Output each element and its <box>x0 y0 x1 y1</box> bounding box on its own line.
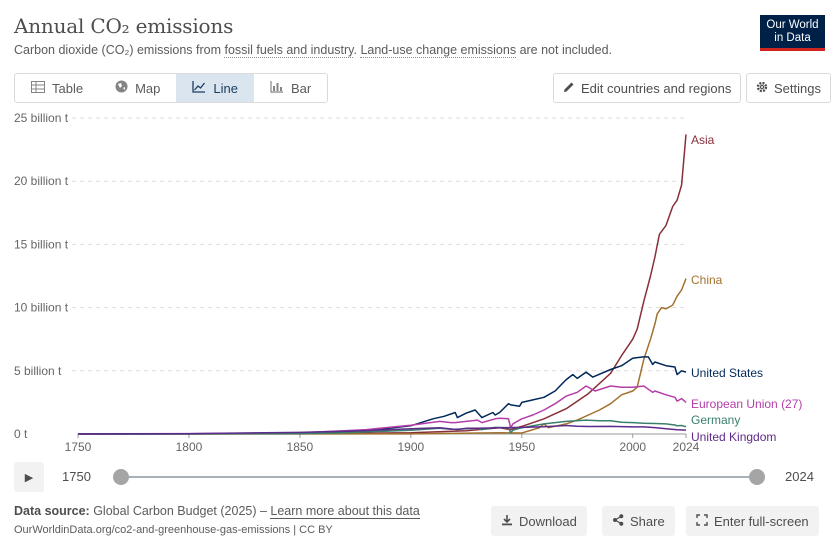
series-line[interactable] <box>77 278 687 435</box>
play-button[interactable]: ▶ <box>14 462 44 492</box>
learn-more-link[interactable]: Learn more about this data <box>270 504 420 519</box>
x-tick-label: 1800 <box>176 440 203 454</box>
series-label[interactable]: China <box>691 273 723 287</box>
download-icon <box>501 514 513 529</box>
subtitle-mid: . <box>353 43 361 57</box>
source-url[interactable]: OurWorldinData.org/co2-and-greenhouse-ga… <box>14 524 333 536</box>
y-tick-label: 20 billion t <box>14 174 69 188</box>
logo-line-1: Our World <box>766 19 819 31</box>
timeline-start-handle[interactable] <box>113 469 129 485</box>
series-line[interactable] <box>77 356 687 435</box>
tab-bar[interactable]: Bar <box>254 74 327 102</box>
series-label[interactable]: United States <box>691 366 763 380</box>
series-line[interactable] <box>77 134 687 435</box>
series-label[interactable]: Asia <box>691 133 715 147</box>
chart-subtitle: Carbon dioxide (CO₂) emissions from foss… <box>14 43 612 58</box>
series-line[interactable] <box>77 424 687 435</box>
land-use-link[interactable]: Land-use change emissions <box>360 43 517 58</box>
tab-map-label: Map <box>135 80 161 96</box>
share-icon <box>612 513 624 529</box>
series-labels: Asia China United States European Union (27… <box>691 133 802 444</box>
settings-label: Settings <box>774 80 821 96</box>
x-axis: 1750 1800 1850 1900 1950 2000 2024 <box>65 433 700 454</box>
chart-title: Annual CO₂ emissions <box>14 14 234 38</box>
download-label: Download <box>519 513 577 529</box>
tab-line-label: Line <box>213 80 238 96</box>
source-label: Data source: <box>14 504 90 518</box>
play-icon: ▶ <box>24 471 34 484</box>
download-button[interactable]: Download <box>491 506 587 536</box>
fullscreen-label: Enter full-screen <box>714 513 809 529</box>
gear-icon <box>756 81 768 96</box>
edit-countries-label: Edit countries and regions <box>581 80 732 96</box>
tab-table[interactable]: Table <box>15 74 99 102</box>
x-tick-label: 2024 <box>673 440 700 454</box>
series-line[interactable] <box>77 385 687 435</box>
tab-line[interactable]: Line <box>176 74 254 102</box>
bar-chart-icon <box>270 80 284 96</box>
y-axis: 0 t 5 billion t 10 billion t 15 billion t 20… <box>14 111 69 441</box>
timeline-end-handle[interactable] <box>749 469 765 485</box>
x-tick-label: 1950 <box>508 440 535 454</box>
x-tick-label: 2000 <box>619 440 646 454</box>
pencil-icon <box>563 81 575 96</box>
series-label[interactable]: United Kingdom <box>691 430 776 444</box>
table-icon <box>31 80 45 96</box>
subtitle-suffix: are not included. <box>516 43 612 57</box>
series-lines <box>77 134 687 435</box>
series-label[interactable]: Germany <box>691 413 740 427</box>
y-tick-label: 10 billion t <box>14 301 69 315</box>
y-tick-label: 0 t <box>14 427 28 441</box>
y-tick-label: 5 billion t <box>14 364 62 378</box>
y-tick-label: 15 billion t <box>14 237 69 251</box>
timeline: ▶ 1750 2024 <box>0 458 840 494</box>
subtitle-prefix: Carbon dioxide (CO₂) emissions from <box>14 43 225 57</box>
fossil-fuels-link[interactable]: fossil fuels and industry <box>224 43 354 58</box>
timeline-track[interactable] <box>121 476 757 478</box>
logo-line-2: in Data <box>774 32 811 44</box>
x-tick-label: 1750 <box>65 440 92 454</box>
edit-countries-button[interactable]: Edit countries and regions <box>553 73 742 103</box>
line-chart: 0 t 5 billion t 10 billion t 15 billion t 20… <box>14 111 802 454</box>
tab-bar-label: Bar <box>290 80 312 96</box>
owid-logo[interactable]: Our World in Data <box>760 15 825 51</box>
tab-table-label: Table <box>52 80 84 96</box>
source-text: Global Carbon Budget (2025) – <box>89 504 271 518</box>
series-label[interactable]: European Union (27) <box>691 397 802 411</box>
x-tick-label: 1850 <box>287 440 314 454</box>
tab-map[interactable]: Map <box>99 74 176 102</box>
share-label: Share <box>630 513 665 529</box>
data-source: Data source: Global Carbon Budget (2025)… <box>14 504 420 519</box>
timeline-end-label: 2024 <box>785 469 814 484</box>
chart-grid <box>72 117 686 372</box>
line-chart-icon <box>192 80 206 96</box>
y-tick-label: 25 billion t <box>14 111 69 125</box>
x-tick-label: 1900 <box>397 440 424 454</box>
settings-button[interactable]: Settings <box>746 73 831 103</box>
view-tabs: Table Map Line Bar <box>14 73 329 103</box>
globe-icon <box>115 80 128 96</box>
share-button[interactable]: Share <box>602 506 675 536</box>
expand-icon <box>696 513 708 529</box>
fullscreen-button[interactable]: Enter full-screen <box>686 506 819 536</box>
timeline-start-label: 1750 <box>62 469 91 484</box>
